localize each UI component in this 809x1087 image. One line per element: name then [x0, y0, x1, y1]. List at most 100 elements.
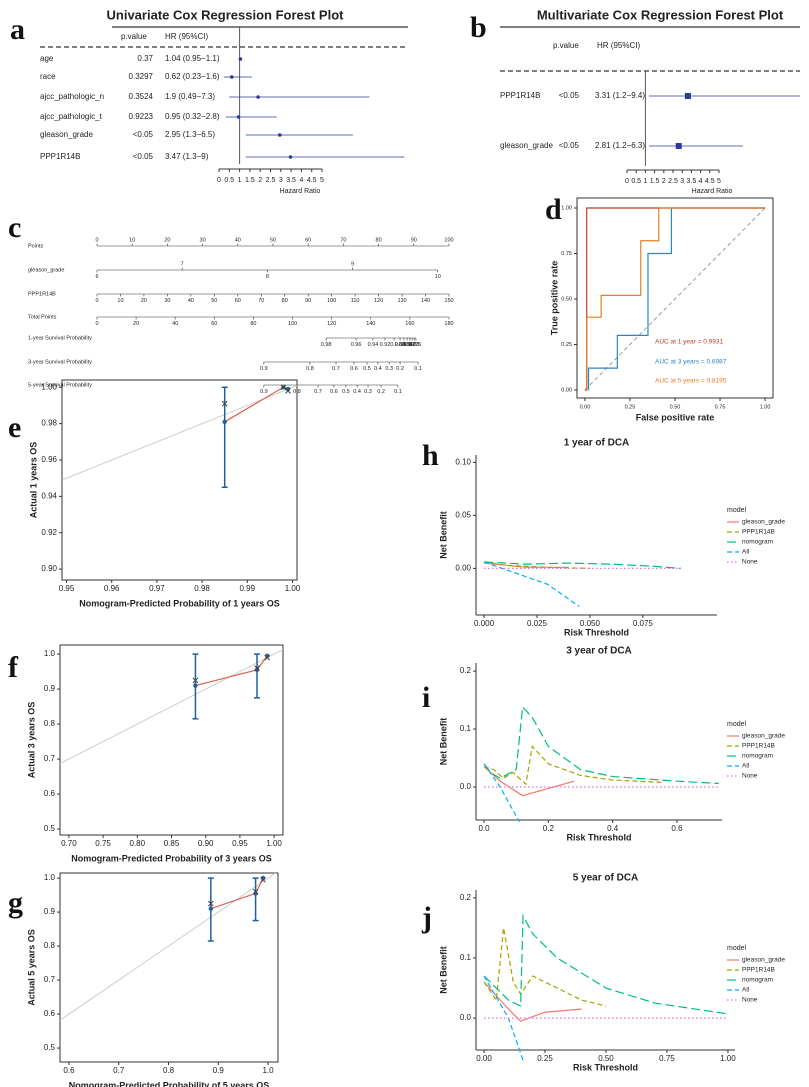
- legend-label: gleason_grade: [742, 519, 785, 526]
- p-value: <0.05: [559, 91, 580, 100]
- y-tick-label: 0.5: [44, 824, 56, 833]
- x-tick-label: 3.5: [687, 178, 697, 185]
- row-name: gleason_grade: [40, 130, 93, 139]
- scale-label: 130: [397, 298, 406, 304]
- scale-label: 0.4: [353, 389, 361, 395]
- scale-label: 150: [444, 298, 453, 304]
- scale-label: 70: [258, 298, 264, 304]
- legend-label: All: [742, 763, 750, 770]
- dca-line: [483, 561, 580, 608]
- observed-point: [208, 906, 214, 911]
- column-header: HR (95%CI): [165, 32, 208, 41]
- row-name: gleason_grade: [500, 141, 553, 150]
- x-tick-label: 1.00: [285, 584, 301, 593]
- hr-text: 2.95 (1.3−6.5): [165, 130, 215, 139]
- x-tick-label: 1.00: [720, 1054, 736, 1063]
- panel-label: a: [10, 13, 25, 46]
- y-tick-label: 0.5: [44, 1043, 56, 1052]
- scale-label: 50: [211, 298, 217, 304]
- x-tick-label: 0.00: [580, 404, 591, 410]
- x-tick-label: 4.5: [705, 178, 715, 185]
- panel-label: f: [8, 651, 19, 684]
- legend-label: nomogram: [742, 977, 773, 984]
- scale-label: 100: [444, 237, 453, 243]
- scale-label: 0.2: [377, 389, 385, 395]
- x-tick-label: 1: [238, 177, 242, 184]
- legend-label: PPP1R14B: [742, 967, 775, 974]
- chart-title: Univariate Cox Regression Forest Plot: [107, 7, 345, 22]
- x-tick-label: 4: [299, 177, 303, 184]
- scale-label: 0.96: [351, 342, 362, 348]
- y-tick-label: 0.25: [561, 342, 572, 348]
- scale-label: 6: [95, 274, 98, 280]
- y-tick-label: 0.2: [460, 893, 472, 902]
- dca-line: [483, 745, 661, 786]
- scale-label: 90: [305, 298, 311, 304]
- y-tick-label: 0.00: [561, 387, 572, 393]
- scale-label: 0.3: [364, 389, 372, 395]
- y-tick-label: 0.00: [455, 563, 471, 572]
- scale-label: 0.88: [395, 342, 406, 348]
- scale-label: 120: [327, 321, 336, 327]
- ideal-line: [62, 384, 297, 481]
- y-tick-label: 0.8: [44, 941, 56, 950]
- chart-title: Multivariate Cox Regression Forest Plot: [537, 7, 784, 22]
- p-value: <0.05: [133, 152, 154, 161]
- scale-name: gleason_grade: [28, 267, 64, 273]
- scale-label: 100: [327, 298, 336, 304]
- scale-name: PPP1R14B: [28, 291, 56, 297]
- scale-name: Points: [28, 243, 44, 249]
- corrected-point: [207, 900, 214, 907]
- row-name: PPP1R14B: [40, 152, 80, 161]
- corrected-point: [264, 654, 271, 661]
- y-tick-label: 0.94: [41, 491, 57, 500]
- dca-line: [483, 562, 569, 568]
- hr-marker: [238, 57, 243, 61]
- hr-text: 1.04 (0.95−1.1): [165, 54, 220, 63]
- x-tick-label: 5: [320, 177, 324, 184]
- dca-line: [484, 561, 682, 569]
- y-tick-label: 0.9: [44, 684, 56, 693]
- legend-label: nomogram: [742, 539, 773, 546]
- x-tick-label: 0.4: [607, 824, 619, 833]
- y-tick-label: 0.7: [44, 975, 56, 984]
- scale-label: 110: [351, 298, 360, 304]
- x-tick-label: 0.7: [113, 1066, 125, 1075]
- scale-label: 50: [270, 237, 276, 243]
- y-axis-label: Actual 1 years OS: [28, 442, 38, 519]
- x-axis-label: Nomogram-Predicted Probability of 5 year…: [69, 1080, 270, 1087]
- scale-label: 0.2: [396, 366, 404, 372]
- scale-label: 0.4: [374, 366, 382, 372]
- panel-label: j: [421, 901, 432, 934]
- x-tick-label: 0.0: [478, 824, 490, 833]
- corrected-point: [221, 400, 228, 407]
- auc-label: AUC at 5 years = 0.8195: [655, 378, 727, 385]
- column-header: p.value: [121, 32, 147, 41]
- x-tick-label: 0.75: [715, 404, 726, 410]
- x-tick-label: 1: [643, 178, 647, 185]
- scale-label: 0.9: [390, 342, 398, 348]
- x-axis-label: Risk Threshold: [564, 627, 629, 637]
- x-tick-label: 2: [258, 177, 262, 184]
- x-tick-label: 0.075: [633, 619, 654, 628]
- x-tick-label: 2: [662, 178, 666, 185]
- y-axis-label: True positive rate: [549, 261, 559, 336]
- x-tick-label: 1.0: [262, 1066, 274, 1075]
- scale-name: 5-year Survival Probability: [28, 382, 92, 388]
- legend-label: None: [742, 773, 758, 780]
- dca-line: [483, 913, 729, 1015]
- chart-title: 1 year of DCA: [564, 438, 630, 449]
- panel-label: e: [8, 411, 21, 444]
- panel-label: c: [8, 211, 21, 244]
- p-value: 0.3524: [129, 92, 154, 101]
- scale-label: 60: [211, 321, 217, 327]
- x-tick-label: 5: [717, 178, 721, 185]
- x-tick-label: 0.95: [232, 839, 248, 848]
- scale-label: 0: [95, 298, 98, 304]
- y-tick-label: 0.1: [460, 724, 472, 733]
- y-tick-label: 1.00: [41, 382, 57, 391]
- legend-label: All: [742, 987, 750, 994]
